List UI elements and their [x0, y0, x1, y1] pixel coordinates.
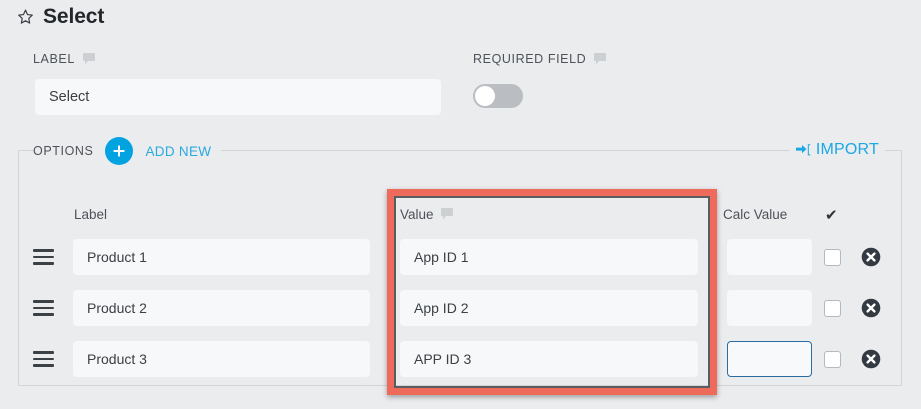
option-calc-value-input[interactable]	[727, 290, 812, 326]
drag-handle-icon[interactable]	[33, 300, 54, 316]
sign-in-arrow-icon	[795, 144, 811, 156]
column-header-value-text: Value	[400, 207, 434, 222]
option-value-input[interactable]	[400, 341, 698, 377]
option-checkbox[interactable]	[824, 249, 841, 266]
column-header-label: Label	[74, 207, 107, 222]
options-fieldset: OPTIONS ADD NEW IMPORT	[18, 137, 902, 386]
comment-tip-icon[interactable]	[440, 208, 453, 221]
option-calc-value-input[interactable]	[727, 341, 812, 377]
import-label: IMPORT	[815, 141, 879, 158]
star-outline-icon[interactable]	[17, 8, 34, 25]
option-checkbox[interactable]	[824, 300, 841, 317]
label-field-caption: LABEL	[33, 52, 75, 66]
column-header-value: Value	[400, 207, 453, 222]
label-input[interactable]	[35, 79, 441, 115]
required-field-toggle[interactable]	[473, 84, 523, 108]
options-legend-label: OPTIONS	[33, 144, 94, 158]
add-new-link[interactable]: ADD NEW	[145, 143, 212, 159]
label-field-header: LABEL	[33, 52, 95, 66]
column-header-label-text: Label	[74, 207, 108, 222]
add-option-button[interactable]	[105, 137, 134, 165]
option-value-input[interactable]	[400, 239, 698, 275]
comment-tip-icon[interactable]	[594, 52, 607, 66]
option-label-input[interactable]	[73, 239, 370, 275]
column-header-calc-value: Calc Value	[723, 207, 787, 222]
page-header: Select	[17, 6, 104, 27]
column-header-check: ✔	[825, 207, 838, 224]
option-value-input[interactable]	[400, 290, 698, 326]
option-label-input[interactable]	[73, 341, 370, 377]
option-label-input[interactable]	[73, 290, 370, 326]
option-calc-value-input[interactable]	[727, 239, 812, 275]
column-header-calc-value-text: Calc Value	[723, 207, 788, 222]
plus-icon	[113, 145, 125, 157]
toggle-knob	[475, 86, 495, 106]
page-title: Select	[43, 5, 105, 28]
close-circle-icon[interactable]	[861, 247, 881, 267]
comment-tip-icon[interactable]	[82, 52, 95, 66]
required-field-caption: REQUIRED FIELD	[473, 52, 587, 66]
option-checkbox[interactable]	[824, 351, 841, 368]
close-circle-icon[interactable]	[861, 298, 881, 318]
import-button[interactable]: IMPORT	[789, 139, 885, 161]
required-field-header: REQUIRED FIELD	[473, 52, 607, 66]
close-circle-icon[interactable]	[861, 349, 881, 369]
drag-handle-icon[interactable]	[33, 249, 54, 265]
drag-handle-icon[interactable]	[33, 351, 54, 367]
options-legend: OPTIONS ADD NEW	[33, 137, 222, 165]
